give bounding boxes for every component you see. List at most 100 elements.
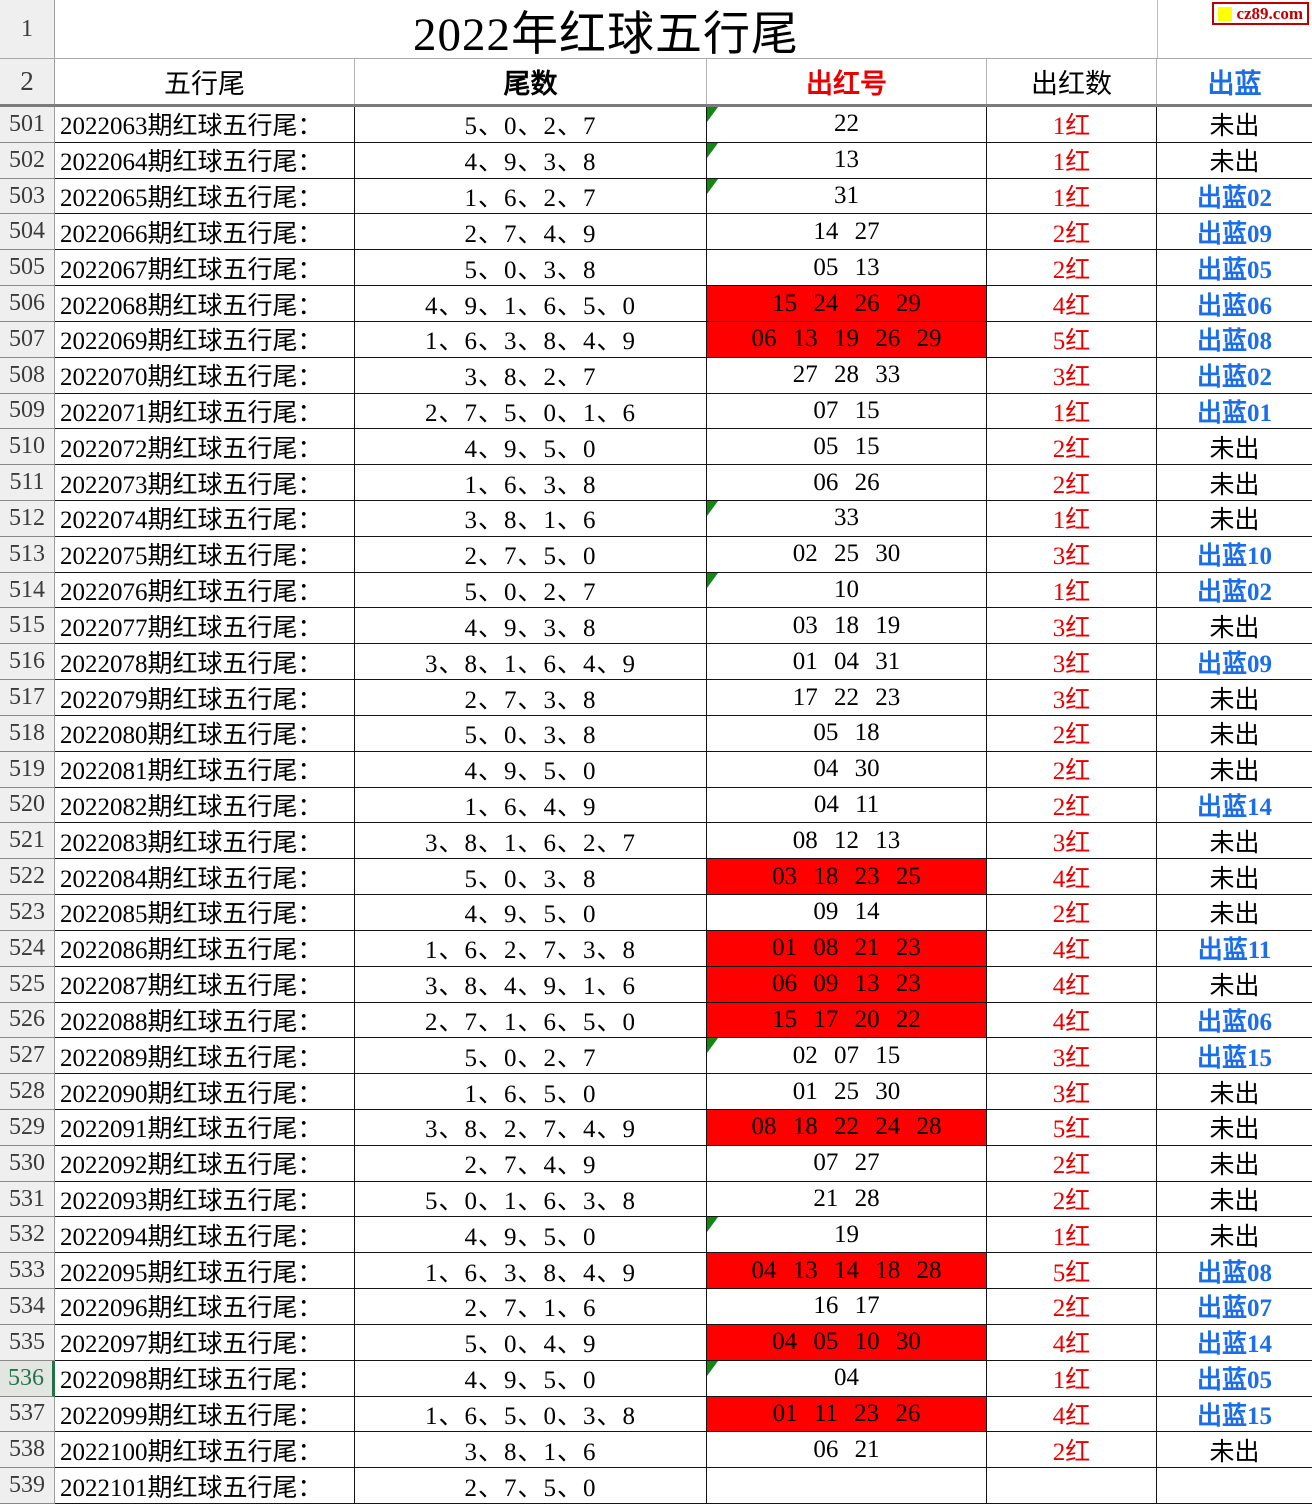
cell-blue-result[interactable]: 出蓝14 <box>1157 1325 1312 1361</box>
cell-tail-numbers[interactable]: 3、8、2、7 <box>355 357 707 394</box>
cell-period-label[interactable]: 2022092期红球五行尾： <box>55 1145 355 1182</box>
cell-red-count[interactable]: 3红 <box>987 608 1157 645</box>
cell-blue-result[interactable]: 未出 <box>1157 1074 1312 1110</box>
column-header-chuhongshu[interactable]: 出红数 <box>987 59 1157 104</box>
cell-red-numbers[interactable]: 04 11 <box>707 787 987 824</box>
row-number[interactable]: 519 <box>0 751 55 788</box>
cell-blue-result[interactable]: 出蓝05 <box>1157 1361 1312 1397</box>
cell-red-count[interactable]: 2红 <box>987 465 1157 502</box>
cell-red-count[interactable]: 4红 <box>987 1324 1157 1361</box>
cell-red-count[interactable]: 3红 <box>987 357 1157 394</box>
cell-period-label[interactable]: 2022098期红球五行尾： <box>55 1360 355 1397</box>
cell-blue-result[interactable]: 出蓝09 <box>1157 644 1312 681</box>
cell-tail-numbers[interactable]: 4、9、5、0 <box>355 751 707 788</box>
cell-red-numbers[interactable]: 14 27 <box>707 214 987 251</box>
cell-tail-numbers[interactable]: 4、9、5、0 <box>355 429 707 466</box>
row-number[interactable]: 536 <box>0 1360 55 1397</box>
cell-red-numbers[interactable]: 21 28 <box>707 1181 987 1218</box>
row-number[interactable]: 522 <box>0 859 55 896</box>
cell-tail-numbers[interactable]: 1、6、2、7、3、8 <box>355 930 707 967</box>
row-number[interactable]: 514 <box>0 572 55 609</box>
cell-period-label[interactable]: 2022065期红球五行尾： <box>55 178 355 215</box>
cell-red-numbers[interactable]: 09 14 <box>707 895 987 931</box>
cell-red-numbers[interactable]: 10 <box>707 572 987 609</box>
row-header-2[interactable]: 2 <box>0 59 55 104</box>
cell-red-count[interactable]: 1红 <box>987 107 1157 143</box>
row-number[interactable]: 520 <box>0 787 55 824</box>
column-header-chulan[interactable]: 出蓝 <box>1157 59 1312 104</box>
cell-red-numbers[interactable]: 01 25 30 <box>707 1074 987 1110</box>
row-number[interactable]: 516 <box>0 644 55 681</box>
row-number[interactable]: 501 <box>0 107 55 143</box>
cell-blue-result[interactable]: 未出 <box>1157 895 1312 931</box>
row-number[interactable]: 518 <box>0 715 55 752</box>
cell-red-count[interactable]: 2红 <box>987 250 1157 287</box>
row-number[interactable]: 506 <box>0 286 55 322</box>
cell-period-label[interactable]: 2022067期红球五行尾： <box>55 250 355 287</box>
cell-tail-numbers[interactable]: 1、6、3、8 <box>355 465 707 502</box>
cell-tail-numbers[interactable]: 3、8、2、7、4、9 <box>355 1109 707 1146</box>
row-number[interactable]: 505 <box>0 250 55 287</box>
cell-tail-numbers[interactable]: 4、9、1、6、5、0 <box>355 286 707 322</box>
cell-tail-numbers[interactable]: 2、7、1、6、5、0 <box>355 1002 707 1039</box>
cell-period-label[interactable]: 2022078期红球五行尾： <box>55 644 355 681</box>
column-header-wuxingwei[interactable]: 五行尾 <box>55 59 355 104</box>
row-number[interactable]: 534 <box>0 1289 55 1325</box>
cell-period-label[interactable]: 2022100期红球五行尾： <box>55 1432 355 1469</box>
cell-red-numbers[interactable]: 04 30 <box>707 751 987 788</box>
cell-red-count[interactable]: 4红 <box>987 1396 1157 1433</box>
cell-red-numbers[interactable]: 03 18 23 25 <box>707 859 987 896</box>
cell-tail-numbers[interactable]: 3、8、1、6 <box>355 501 707 537</box>
cell-red-numbers[interactable]: 05 15 <box>707 429 987 466</box>
cell-red-count[interactable]: 2红 <box>987 895 1157 931</box>
cell-period-label[interactable]: 2022064期红球五行尾： <box>55 142 355 179</box>
cell-tail-numbers[interactable]: 2、7、5、0、1、6 <box>355 393 707 430</box>
cell-red-count[interactable]: 2红 <box>987 715 1157 752</box>
cell-tail-numbers[interactable]: 5、0、1、6、3、8 <box>355 1181 707 1218</box>
cell-blue-result[interactable]: 未出 <box>1157 107 1312 143</box>
site-logo[interactable]: cz89.com <box>1212 2 1309 25</box>
cell-blue-result[interactable]: 出蓝02 <box>1157 358 1312 394</box>
cell-period-label[interactable]: 2022091期红球五行尾： <box>55 1109 355 1146</box>
cell-red-count[interactable]: 5红 <box>987 1109 1157 1146</box>
cell-red-numbers[interactable]: 16 17 <box>707 1289 987 1325</box>
cell-period-label[interactable]: 2022082期红球五行尾： <box>55 787 355 824</box>
cell-tail-numbers[interactable]: 2、7、5、0 <box>355 536 707 573</box>
cell-period-label[interactable]: 2022097期红球五行尾： <box>55 1324 355 1361</box>
cell-period-label[interactable]: 2022090期红球五行尾： <box>55 1074 355 1110</box>
column-header-weishu[interactable]: 尾数 <box>355 59 707 104</box>
row-number[interactable]: 538 <box>0 1432 55 1469</box>
cell-blue-result[interactable]: 未出 <box>1157 823 1312 860</box>
cell-blue-result[interactable]: 未出 <box>1157 680 1312 716</box>
cell-red-count[interactable]: 3红 <box>987 680 1157 716</box>
row-number[interactable]: 510 <box>0 429 55 466</box>
cell-period-label[interactable]: 2022089期红球五行尾： <box>55 1038 355 1075</box>
cell-red-numbers[interactable]: 22 <box>707 107 987 143</box>
row-number[interactable]: 530 <box>0 1145 55 1182</box>
cell-tail-numbers[interactable]: 5、0、3、8 <box>355 859 707 896</box>
cell-blue-result[interactable]: 出蓝02 <box>1157 573 1312 609</box>
cell-blue-result[interactable]: 未出 <box>1157 501 1312 537</box>
cell-tail-numbers[interactable]: 4、9、5、0 <box>355 1360 707 1397</box>
row-number[interactable]: 502 <box>0 142 55 179</box>
cell-period-label[interactable]: 2022081期红球五行尾： <box>55 751 355 788</box>
cell-period-label[interactable]: 2022075期红球五行尾： <box>55 536 355 573</box>
row-number[interactable]: 525 <box>0 966 55 1003</box>
cell-red-numbers[interactable]: 33 <box>707 501 987 537</box>
cell-red-count[interactable]: 2红 <box>987 1432 1157 1469</box>
cell-red-numbers[interactable]: 08 18 22 24 28 <box>707 1109 987 1146</box>
row-number[interactable]: 507 <box>0 321 55 358</box>
cell-red-numbers[interactable]: 01 04 31 <box>707 644 987 681</box>
cell-tail-numbers[interactable]: 2、7、1、6 <box>355 1289 707 1325</box>
row-number[interactable]: 509 <box>0 393 55 430</box>
cell-red-count[interactable]: 2红 <box>987 751 1157 788</box>
cell-red-count[interactable]: 4红 <box>987 930 1157 967</box>
cell-red-count[interactable]: 1红 <box>987 572 1157 609</box>
cell-blue-result[interactable]: 未出 <box>1157 1217 1312 1254</box>
cell-red-count[interactable]: 5红 <box>987 1253 1157 1290</box>
row-header-1[interactable]: 1 <box>0 0 55 58</box>
cell-blue-result[interactable]: 出蓝14 <box>1157 788 1312 824</box>
row-number[interactable]: 521 <box>0 823 55 860</box>
cell-red-numbers[interactable]: 05 13 <box>707 250 987 287</box>
cell-tail-numbers[interactable]: 5、0、2、7 <box>355 572 707 609</box>
